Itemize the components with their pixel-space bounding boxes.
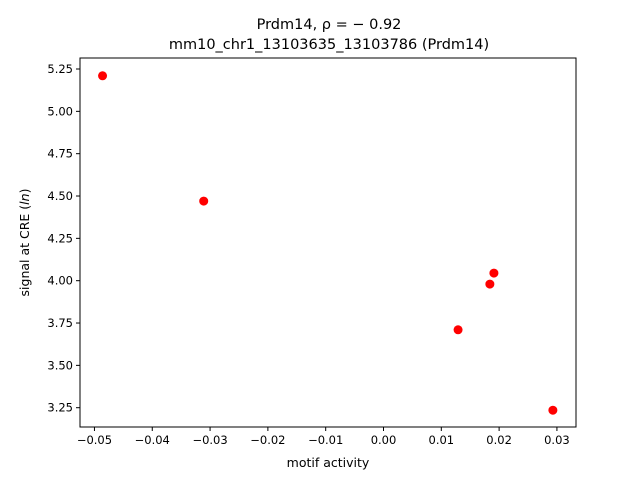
x-tick-label: 0.02 — [486, 433, 512, 447]
y-axis-label-italic: ln — [17, 193, 32, 204]
y-tick-label: 5.00 — [47, 104, 73, 118]
y-tick-label: 4.00 — [47, 274, 73, 288]
y-tick-label: 3.75 — [47, 316, 73, 330]
axes-frame — [79, 57, 577, 428]
plot-area: −0.05 −0.04 −0.03 −0.02 −0.01 0.00 0.01 0.02 0.0… — [47, 62, 569, 447]
x-tick-label: −0.04 — [135, 433, 170, 447]
x-tick-label: −0.05 — [77, 433, 112, 447]
y-tick-label: 4.75 — [47, 147, 73, 161]
y-axis-label: signal at CRE (ln) — [17, 189, 32, 297]
chart-title-line1: Prdm14, ρ = − 0.92 — [257, 17, 402, 33]
x-tick-label: 0.01 — [429, 433, 455, 447]
y-axis-label-suffix: ) — [17, 189, 32, 194]
x-tick-label: −0.02 — [250, 433, 285, 447]
data-point — [489, 268, 499, 278]
data-point — [485, 279, 495, 289]
data-point — [548, 405, 558, 415]
x-axis-label: motif activity — [287, 455, 370, 470]
y-tick-label: 4.25 — [47, 231, 73, 245]
data-point — [98, 71, 108, 81]
data-point — [453, 325, 463, 335]
x-tick-label: −0.01 — [308, 433, 343, 447]
x-tick-label: −0.03 — [192, 433, 227, 447]
y-tick-label: 3.25 — [47, 401, 73, 415]
x-tick-label: 0.03 — [544, 433, 570, 447]
y-tick-label: 5.25 — [47, 62, 73, 76]
chart-title-line2: mm10_chr1_13103635_13103786 (Prdm14) — [169, 37, 489, 53]
y-axis-label-prefix: signal at CRE ( — [17, 205, 32, 297]
y-tick-label: 3.50 — [47, 358, 73, 372]
x-tick-label: 0.00 — [371, 433, 397, 447]
data-point — [199, 196, 209, 206]
y-tick-label: 4.50 — [47, 189, 73, 203]
